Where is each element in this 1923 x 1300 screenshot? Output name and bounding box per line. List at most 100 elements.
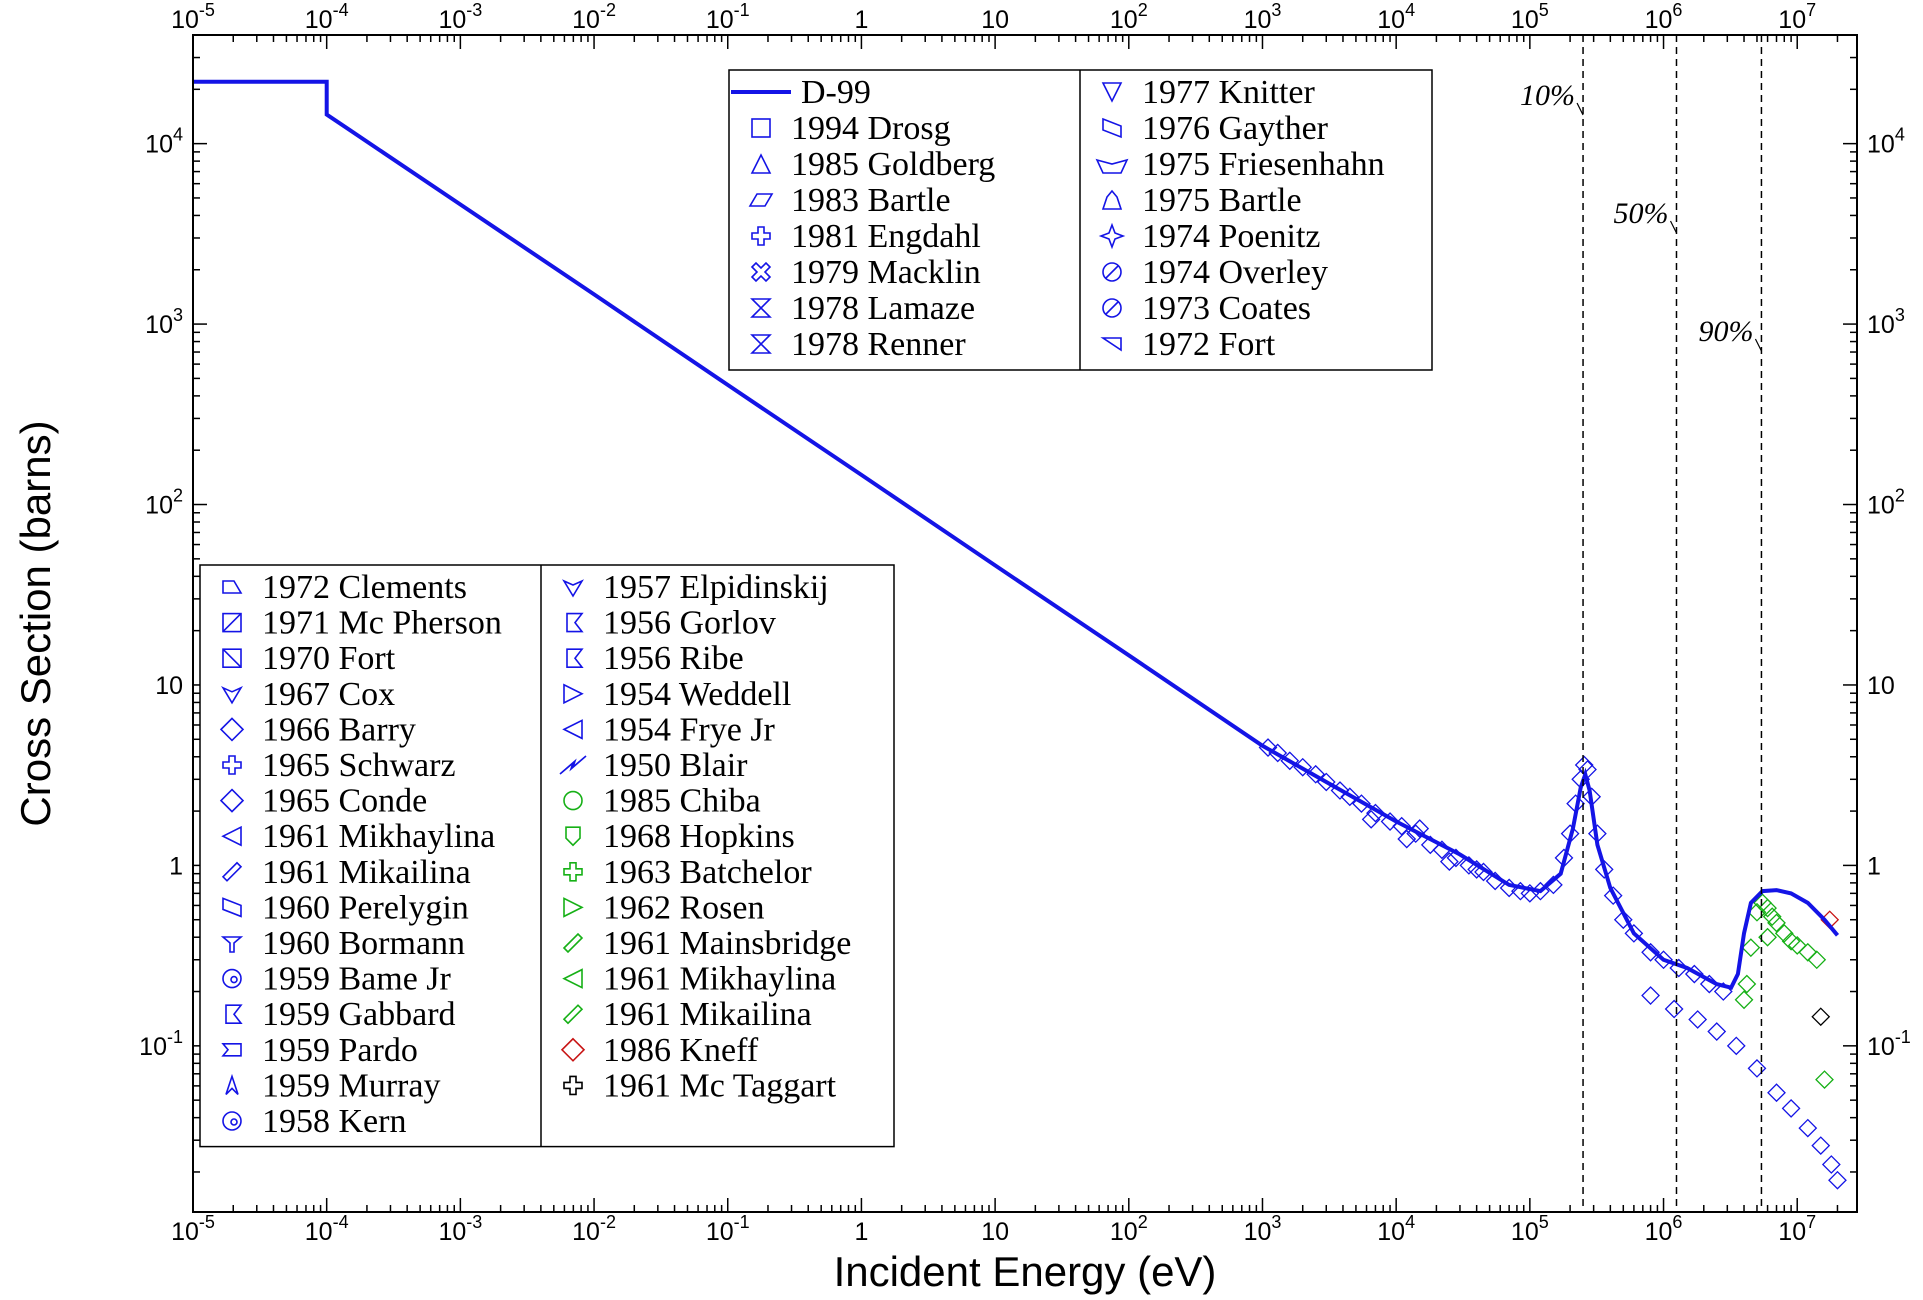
data-point [1753,893,1772,913]
legend-label: 1958 Kern [262,1103,406,1140]
legend-label: 1965 Schwarz [262,747,456,784]
legend-marker [219,717,245,742]
x-tick-label-bottom: 10-4 [305,1212,349,1246]
legend-marker [563,897,584,918]
data-point [1734,990,1754,1010]
data-point [1707,1022,1727,1041]
legend-label: 1968 Hopkins [603,818,795,855]
y-tick-label-right: 103 [1867,305,1905,339]
legend-label: 1961 Mikailina [603,996,812,1033]
legend-marker [566,648,584,669]
legend-marker [751,226,771,246]
legend-marker [222,1111,242,1131]
legend-label: 1957 Elpidinskij [603,569,829,606]
data-point [1815,1070,1834,1090]
x-tick-label-top: 10 [981,6,1009,34]
x-tick-label-bottom: 10 [981,1218,1009,1246]
legend-marker [222,580,243,594]
data-point [1554,848,1574,868]
data-point [1741,938,1761,958]
legend-label: 1972 Clements [262,569,467,606]
legend-label: 1994 Drosg [791,110,951,147]
legend-box [199,564,895,1148]
legend-marker [748,193,774,207]
legend-marker [1105,265,1119,279]
data-point [1767,1083,1786,1103]
legend-label: 1959 Pardo [262,1032,418,1069]
x-tick-label-bottom: 103 [1244,1212,1282,1246]
legend-label: 1985 Goldberg [791,146,995,183]
legend-marker [1100,337,1122,352]
x-tick-label-bottom: 10-1 [706,1212,750,1246]
x-tick-label-bottom: 10-2 [572,1212,616,1246]
data-point [1737,974,1757,994]
legend-marker [562,719,583,740]
legend-marker [750,153,772,174]
legend-label: 1963 Batchelor [603,854,812,891]
data-point [1758,898,1777,918]
x-tick-label-bottom: 102 [1110,1212,1148,1246]
legend-label: 1959 Bame Jr [262,961,452,998]
data-point [1582,787,1602,807]
legend-label: 1975 Friesenhahn [1142,146,1385,183]
y-tick-label-right: 104 [1867,125,1905,159]
x-tick-label-bottom: 10-5 [171,1212,215,1246]
data-point [1758,927,1777,947]
legend-marker [565,826,581,847]
marker-pointer [1754,338,1762,352]
marker-label: 10% [1520,79,1575,112]
x-tick-label-top: 10-5 [171,0,215,34]
legend-marker [563,1075,583,1096]
legend-label: 1959 Murray [262,1067,440,1104]
legend-marker [222,897,242,918]
legend-marker [222,648,242,669]
scatter-layer [1258,738,1847,1190]
data-point [1767,913,1786,933]
x-tick-label-top: 10-1 [706,0,750,34]
legend-marker [1098,222,1126,250]
x-tick-label-top: 105 [1511,0,1549,34]
legend-label: 1954 Weddell [603,676,791,713]
legend-marker [230,1118,238,1126]
data-point [1781,931,1801,951]
legend-marker [751,118,771,138]
x-tick-label-top: 103 [1244,0,1282,34]
data-point [1821,1155,1841,1174]
y-tick-label-left: 102 [145,486,183,520]
legend-marker [562,579,584,598]
legend-label: 1983 Bartle [791,182,951,219]
data-point [1361,809,1381,829]
legend-label: 1985 Chiba [603,783,761,820]
legend-label: 1979 Macklin [791,254,981,291]
y-axis-title: Cross Section (barns) [12,420,59,826]
legend-label: 1961 Mainsbridge [603,925,851,962]
legend-marker [1105,301,1119,315]
data-point [1798,942,1818,962]
y-tick-label-left: 1 [169,852,183,880]
data-point [1594,860,1614,879]
legend-marker [230,975,238,984]
data-point [1439,852,1459,871]
legend-label: 1959 Gabbard [262,996,456,1033]
legend-marker [221,1043,242,1057]
x-tick-label-top: 107 [1778,0,1816,34]
legend-marker [225,1004,243,1025]
legend-label: 1967 Cox [262,676,395,713]
legend-marker [1102,117,1122,139]
legend-marker [221,861,243,882]
legend-label: 1960 Bormann [262,925,465,962]
data-point [1543,875,1563,895]
legend-marker [222,755,242,775]
legend-label: 1961 Mc Taggart [603,1067,837,1104]
legend-marker [222,648,242,668]
data-point [1762,907,1782,927]
legend-marker [750,298,772,318]
y-tick-label-right: 10 [1867,672,1895,700]
legend-label: 1978 Renner [791,326,966,363]
legend-label: 1971 Mc Pherson [262,605,502,642]
legend-marker [221,825,242,847]
x-tick-label-bottom: 10-3 [438,1212,482,1246]
data-point [1811,1136,1831,1156]
